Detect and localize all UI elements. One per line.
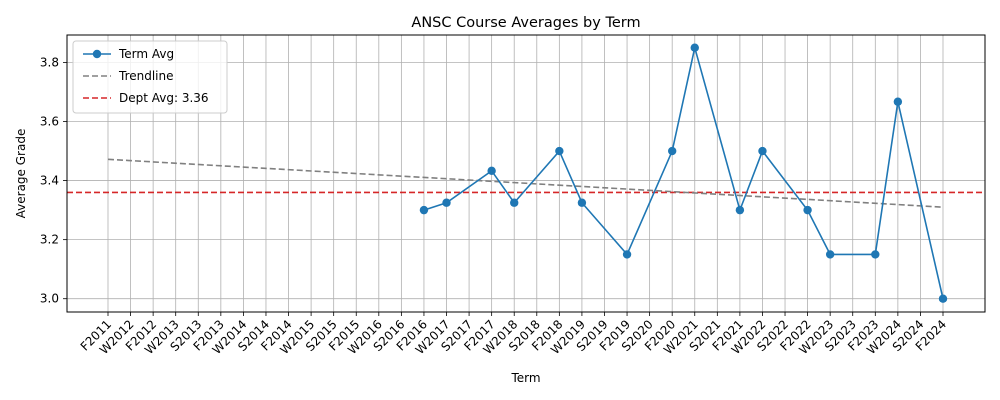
data-point	[735, 205, 745, 215]
legend-entry-dept-avg: Dept Avg: 3.36	[119, 91, 209, 105]
data-point	[803, 205, 812, 215]
y-tick-label: 3.8	[40, 55, 59, 69]
data-point	[758, 146, 767, 156]
y-tick-label: 3.6	[40, 115, 59, 129]
legend-entry-term-avg: Term Avg	[118, 47, 174, 61]
series-line	[423, 47, 944, 299]
y-tick-label: 3.0	[40, 292, 59, 306]
legend-box	[72, 40, 228, 114]
series-group	[419, 43, 948, 303]
legend-marker-term-avg	[92, 49, 102, 59]
data-point	[690, 43, 699, 52]
data-point	[893, 97, 903, 106]
y-tick-label: 3.4	[40, 174, 59, 188]
data-point	[871, 250, 880, 259]
trendline	[107, 158, 944, 208]
data-point	[442, 198, 451, 207]
x-axis: F2011W2012F2012W2013S2013F2013W2014S2014…	[78, 312, 949, 357]
plot-frame	[66, 34, 986, 313]
data-point	[487, 166, 496, 176]
data-point	[419, 205, 429, 215]
legend-entry-trendline: Trendline	[118, 69, 174, 83]
y-axis: 3.0 3.2 3.4 3.6 3.8	[40, 55, 67, 306]
data-point	[510, 198, 519, 207]
data-point	[555, 146, 564, 156]
trendline-group	[107, 158, 944, 208]
data-point	[577, 198, 587, 207]
y-axis-label: Average Grade	[14, 129, 28, 219]
legend: Term Avg Trendline Dept Avg: 3.36	[72, 40, 228, 114]
data-point	[938, 294, 948, 303]
x-axis-label: Term	[510, 371, 540, 385]
data-point	[622, 250, 632, 259]
data-point	[825, 250, 835, 259]
y-tick-label: 3.2	[40, 233, 59, 247]
chart-title: ANSC Course Averages by Term	[411, 15, 640, 31]
data-point	[667, 146, 677, 156]
